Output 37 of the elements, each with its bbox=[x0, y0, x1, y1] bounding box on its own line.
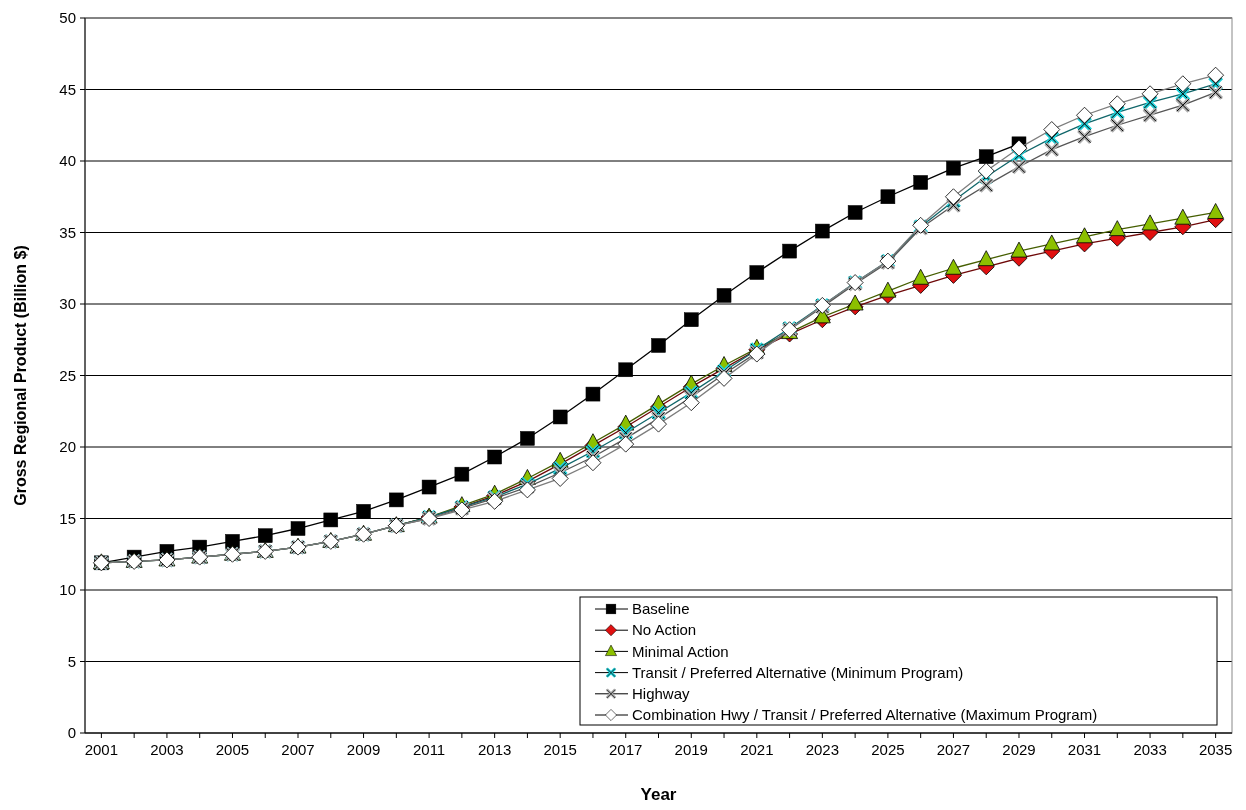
x-tick-label: 2011 bbox=[412, 741, 446, 758]
x-tick-label: 2027 bbox=[936, 741, 971, 758]
legend-label: Highway bbox=[632, 685, 691, 703]
x-tick-label: 2025 bbox=[871, 741, 905, 758]
x-tick-label: 2015 bbox=[543, 741, 577, 758]
legend-label: Baseline bbox=[632, 600, 690, 618]
x-tick-label: 2003 bbox=[150, 741, 184, 758]
x-tick-label: 2023 bbox=[805, 741, 840, 758]
y-tick-label: 45 bbox=[59, 80, 76, 98]
x-tick-label: 2033 bbox=[1133, 741, 1167, 758]
x-tick-label: 2021 bbox=[740, 741, 774, 758]
y-tick-label: 20 bbox=[59, 438, 76, 456]
x-tick-label: 2005 bbox=[215, 741, 250, 758]
y-tick-label: 15 bbox=[59, 509, 76, 527]
y-tick-label: 50 bbox=[59, 9, 76, 27]
y-tick-label: 5 bbox=[67, 652, 76, 670]
x-tick-label: 2013 bbox=[477, 741, 512, 758]
legend-label: Minimal Action bbox=[632, 642, 729, 660]
legend-label: Combination Hwy / Transit / Preferred Alternative (Maximum Program) bbox=[632, 706, 1098, 724]
y-tick-label: 25 bbox=[59, 366, 76, 384]
x-tick-label: 2009 bbox=[346, 741, 381, 758]
x-tick-label: 2007 bbox=[281, 741, 315, 758]
y-tick-label: 30 bbox=[59, 295, 76, 313]
legend-label: Transit / Preferred Alternative (Minimum Program) bbox=[632, 663, 964, 681]
y-axis-title: Gross Regional Product (Billion $) bbox=[12, 245, 29, 506]
x-axis-title: Year bbox=[640, 785, 677, 804]
y-tick-label: 10 bbox=[59, 581, 76, 599]
y-tick-label: 35 bbox=[59, 223, 76, 241]
y-tick-label: 0 bbox=[67, 724, 76, 742]
x-tick-label: 2035 bbox=[1198, 741, 1233, 758]
x-tick-label: 2031 bbox=[1067, 741, 1102, 758]
x-tick-label: 2001 bbox=[84, 741, 119, 758]
x-tick-label: 2029 bbox=[1002, 741, 1036, 758]
legend-label: No Action bbox=[632, 621, 697, 639]
x-tick-label: 2019 bbox=[674, 741, 708, 758]
x-tick-label: 2017 bbox=[609, 741, 643, 758]
y-tick-label: 40 bbox=[59, 152, 76, 170]
